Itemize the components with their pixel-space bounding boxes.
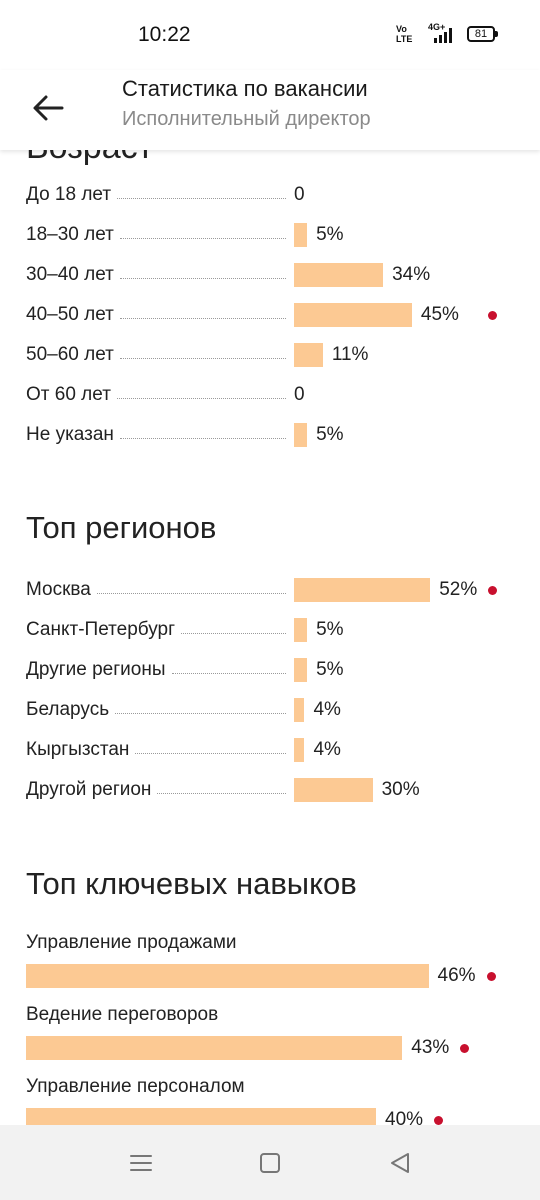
leader-dot-icon bbox=[460, 1044, 470, 1053]
row-label: 40–50 лет bbox=[26, 304, 118, 326]
status-bar: 10:22 Vo LTE 4G+ 81 bbox=[0, 0, 540, 70]
age-row: 18–30 лет 5% bbox=[0, 220, 540, 250]
value-bar bbox=[294, 578, 431, 602]
value-label: 34% bbox=[392, 264, 431, 285]
system-nav-bar bbox=[0, 1125, 540, 1200]
value-label: 5% bbox=[316, 424, 344, 445]
dotted-leader bbox=[181, 633, 286, 634]
network-type: 4G+ bbox=[428, 22, 446, 32]
leader-dot-icon bbox=[488, 311, 497, 320]
region-row: Другие регионы 5% bbox=[0, 655, 540, 685]
home-square-icon[interactable] bbox=[254, 1147, 286, 1179]
value-label: 5% bbox=[316, 659, 344, 680]
region-row: Кыргызстан 4% bbox=[0, 735, 540, 765]
regions-title: Топ регионов bbox=[26, 510, 217, 545]
skill-value: 46% bbox=[437, 965, 476, 986]
skill-label: Ведение переговоров bbox=[26, 1004, 219, 1025]
value-bar bbox=[294, 618, 308, 642]
row-label: Санкт-Петербург bbox=[26, 619, 180, 641]
dotted-leader bbox=[117, 198, 286, 199]
dotted-leader bbox=[157, 793, 286, 794]
skill-bar bbox=[26, 964, 429, 988]
row-label: Кыргызстан bbox=[26, 739, 134, 761]
age-row: Не указан 5% bbox=[0, 420, 540, 450]
volte-icon: Vo LTE bbox=[396, 24, 412, 44]
dotted-leader bbox=[97, 593, 286, 594]
value-bar bbox=[294, 738, 305, 762]
signal-icon bbox=[434, 28, 452, 43]
leader-dot-icon bbox=[486, 972, 496, 981]
dotted-leader bbox=[172, 673, 286, 674]
region-row: Беларусь 4% bbox=[0, 695, 540, 725]
value-label: 11% bbox=[331, 344, 369, 365]
menu-icon[interactable] bbox=[125, 1147, 157, 1179]
volte-line-1: Vo bbox=[396, 24, 407, 34]
dotted-leader bbox=[120, 278, 286, 279]
app-header: Статистика по вакансии Исполнительный ди… bbox=[0, 70, 540, 150]
skill-label: Управление персоналом bbox=[26, 1076, 245, 1097]
value-label: 52% bbox=[439, 579, 478, 600]
back-triangle-icon[interactable] bbox=[384, 1147, 416, 1179]
page-title: Статистика по вакансии bbox=[122, 76, 368, 101]
statistics-content[interactable]: Возраст До 18 лет 0 18–30 лет 5% 30–40 лет 34… bbox=[0, 150, 540, 1125]
value-bar bbox=[294, 658, 308, 682]
value-bar bbox=[294, 263, 384, 287]
value-label: 4% bbox=[313, 739, 341, 760]
row-label: Другие регионы bbox=[26, 659, 170, 681]
row-label: 18–30 лет bbox=[26, 224, 118, 246]
age-row: 40–50 лет 45% bbox=[0, 300, 540, 330]
row-label: 30–40 лет bbox=[26, 264, 118, 286]
age-row: До 18 лет 0 bbox=[0, 180, 540, 210]
dotted-leader bbox=[120, 318, 286, 319]
value-bar bbox=[294, 303, 412, 327]
region-row: Москва 52% bbox=[0, 575, 540, 605]
region-row: Другой регион 30% bbox=[0, 775, 540, 805]
value-label: 4% bbox=[313, 699, 341, 720]
dotted-leader bbox=[120, 238, 286, 239]
value-bar bbox=[294, 778, 373, 802]
battery-icon: 81 bbox=[467, 26, 498, 42]
page-subtitle: Исполнительный директор bbox=[122, 108, 371, 130]
value-label: 5% bbox=[316, 224, 344, 245]
dotted-leader bbox=[120, 358, 286, 359]
age-row: 50–60 лет 11% bbox=[0, 340, 540, 370]
value-bar bbox=[294, 423, 308, 447]
row-label: До 18 лет bbox=[26, 184, 116, 206]
volte-line-2: LTE bbox=[396, 34, 413, 44]
skill-bar bbox=[26, 1036, 403, 1060]
value-bar bbox=[294, 343, 323, 367]
back-arrow-icon[interactable] bbox=[28, 88, 68, 128]
value-bar bbox=[294, 698, 305, 722]
row-label: Беларусь bbox=[26, 699, 114, 721]
skill-bar bbox=[26, 1108, 376, 1125]
value-label: 0 bbox=[294, 384, 305, 405]
age-section-title-clipped: Возраст bbox=[26, 150, 153, 167]
value-label: 30% bbox=[381, 779, 420, 800]
value-label: 5% bbox=[316, 619, 344, 640]
row-label: Москва bbox=[26, 579, 95, 601]
status-time: 10:22 bbox=[138, 23, 191, 46]
value-label: 0 bbox=[294, 184, 305, 205]
age-row: От 60 лет 0 bbox=[0, 380, 540, 410]
skills-title: Топ ключевых навыков bbox=[26, 866, 357, 901]
dotted-leader bbox=[115, 713, 286, 714]
leader-dot-icon bbox=[434, 1116, 443, 1125]
row-label: Не указан bbox=[26, 424, 118, 446]
value-label: 45% bbox=[420, 304, 459, 325]
region-row: Санкт-Петербург 5% bbox=[0, 615, 540, 645]
row-label: 50–60 лет bbox=[26, 344, 118, 366]
skill-value: 40% bbox=[385, 1109, 424, 1125]
dotted-leader bbox=[135, 753, 286, 754]
dotted-leader bbox=[117, 398, 286, 399]
row-label: От 60 лет bbox=[26, 384, 115, 406]
age-row: 30–40 лет 34% bbox=[0, 260, 540, 290]
value-bar bbox=[294, 223, 308, 247]
dotted-leader bbox=[120, 438, 286, 439]
row-label: Другой регион bbox=[26, 779, 156, 801]
leader-dot-icon bbox=[488, 586, 497, 595]
skill-label: Управление продажами bbox=[26, 932, 237, 953]
skill-value: 43% bbox=[411, 1037, 450, 1058]
